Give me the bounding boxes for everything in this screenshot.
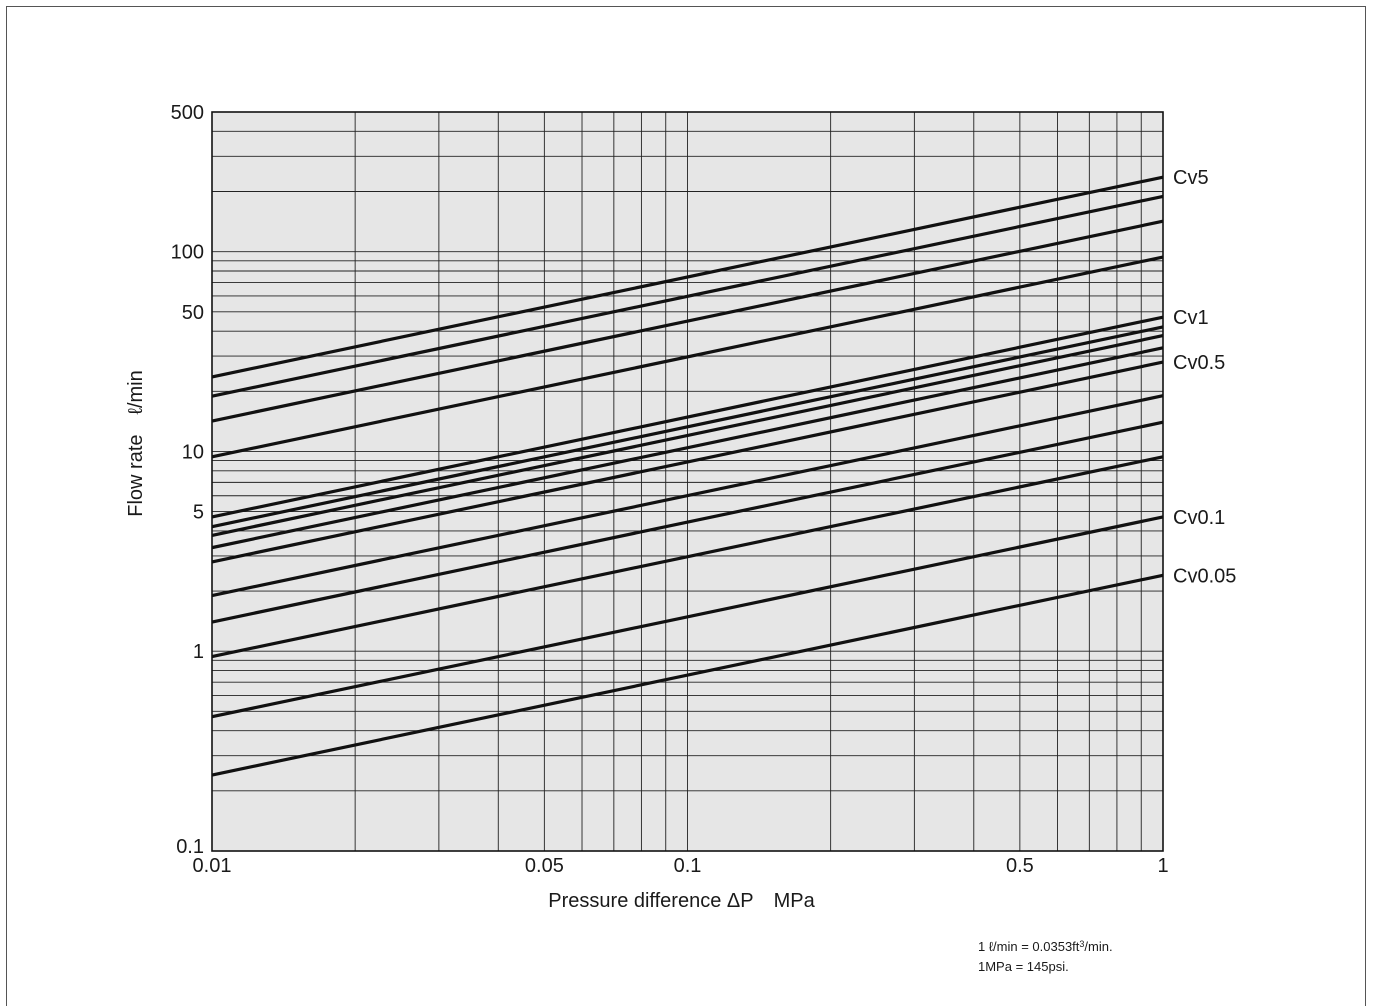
- series-label-cv0-1: Cv0.1: [1173, 507, 1225, 529]
- series-line-cv5: [211, 175, 1164, 379]
- x-tick-label: 0.01: [193, 855, 232, 877]
- series-line-cv0-05: [211, 573, 1164, 777]
- grid-lines: [212, 112, 1163, 851]
- series-labels: Cv5 Cv1 Cv0.5 Cv0.1 Cv0.05: [1173, 167, 1236, 587]
- x-tick-labels: 0.01 0.05 0.1 0.5 1: [193, 855, 1169, 877]
- series-line-12: [211, 455, 1164, 659]
- series-label-cv0-05: Cv0.05: [1173, 565, 1236, 587]
- series-line-cv0-1: [211, 515, 1164, 719]
- series-line-cv1: [211, 315, 1164, 519]
- x-tick-label: 0.1: [674, 855, 702, 877]
- series-label-cv1: Cv1: [1173, 307, 1209, 329]
- y-tick-label: 100: [171, 242, 204, 264]
- figure-frame: [6, 6, 1366, 1006]
- y-tick-label: 0.1: [176, 836, 204, 858]
- series-lines: [211, 175, 1164, 777]
- x-tick-label: 1: [1157, 855, 1168, 877]
- series-line-7: [211, 334, 1164, 537]
- y-tick-label: 5: [193, 502, 204, 524]
- series-label-cv0-5: Cv0.5: [1173, 352, 1225, 374]
- x-tick-label: 0.05: [525, 855, 564, 877]
- flow-unit-note: 1 ℓ/min = 0.0353ft3/min.: [978, 939, 1113, 954]
- y-axis-label: Flow rate ℓ/min: [125, 370, 147, 517]
- pressure-unit-note: 1MPa = 145psi.: [978, 959, 1069, 974]
- y-tick-label: 10: [182, 441, 204, 463]
- series-line-cv0-5: [211, 360, 1164, 564]
- x-tick-label: 0.5: [1006, 855, 1034, 877]
- unit-notes: 1 ℓ/min = 0.0353ft3/min. 1MPa = 145psi.: [978, 934, 1113, 977]
- y-tick-label: 1: [193, 641, 204, 663]
- series-line-6: [211, 325, 1164, 529]
- plot-border: [211, 111, 1164, 852]
- series-line-8: [211, 346, 1164, 550]
- series-line-3: [211, 219, 1164, 423]
- y-tick-label: 500: [171, 102, 204, 124]
- y-tick-label: 50: [182, 302, 204, 324]
- x-axis-label: Pressure difference ΔP MPa: [548, 890, 815, 912]
- y-tick-labels: 0.1 1 5 10 50 100 500: [171, 102, 204, 858]
- series-line-4: [211, 255, 1164, 459]
- series-line-10: [211, 394, 1164, 598]
- series-label-cv5: Cv5: [1173, 167, 1209, 189]
- series-line-2: [211, 194, 1164, 398]
- series-line-11: [211, 420, 1164, 624]
